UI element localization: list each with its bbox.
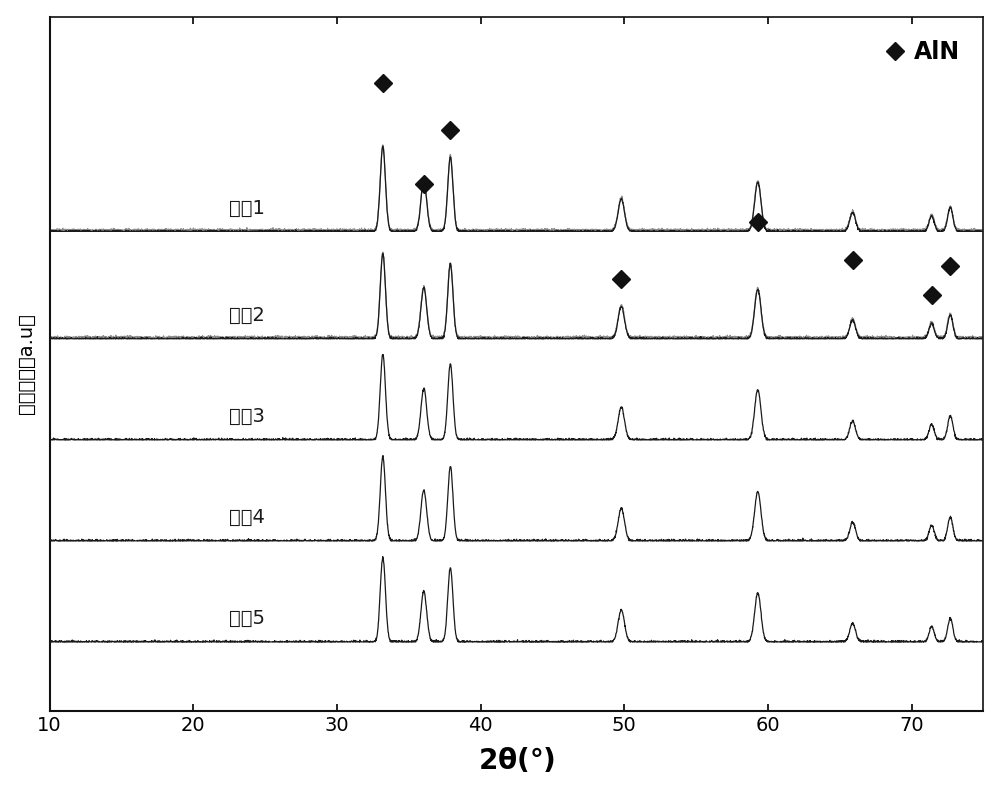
X-axis label: $\mathbf{2\theta(°)}$: $\mathbf{2\theta(°)}$ <box>478 746 555 775</box>
Text: 实例2: 实例2 <box>229 306 265 325</box>
Y-axis label: 衍射强度（a.u）: 衍射强度（a.u） <box>17 314 36 414</box>
Legend: AlN: AlN <box>873 29 972 76</box>
Text: 实例3: 实例3 <box>229 407 265 426</box>
Text: 实例4: 实例4 <box>229 508 265 527</box>
Text: 实例5: 实例5 <box>229 609 265 628</box>
Text: 实例1: 实例1 <box>229 199 265 218</box>
